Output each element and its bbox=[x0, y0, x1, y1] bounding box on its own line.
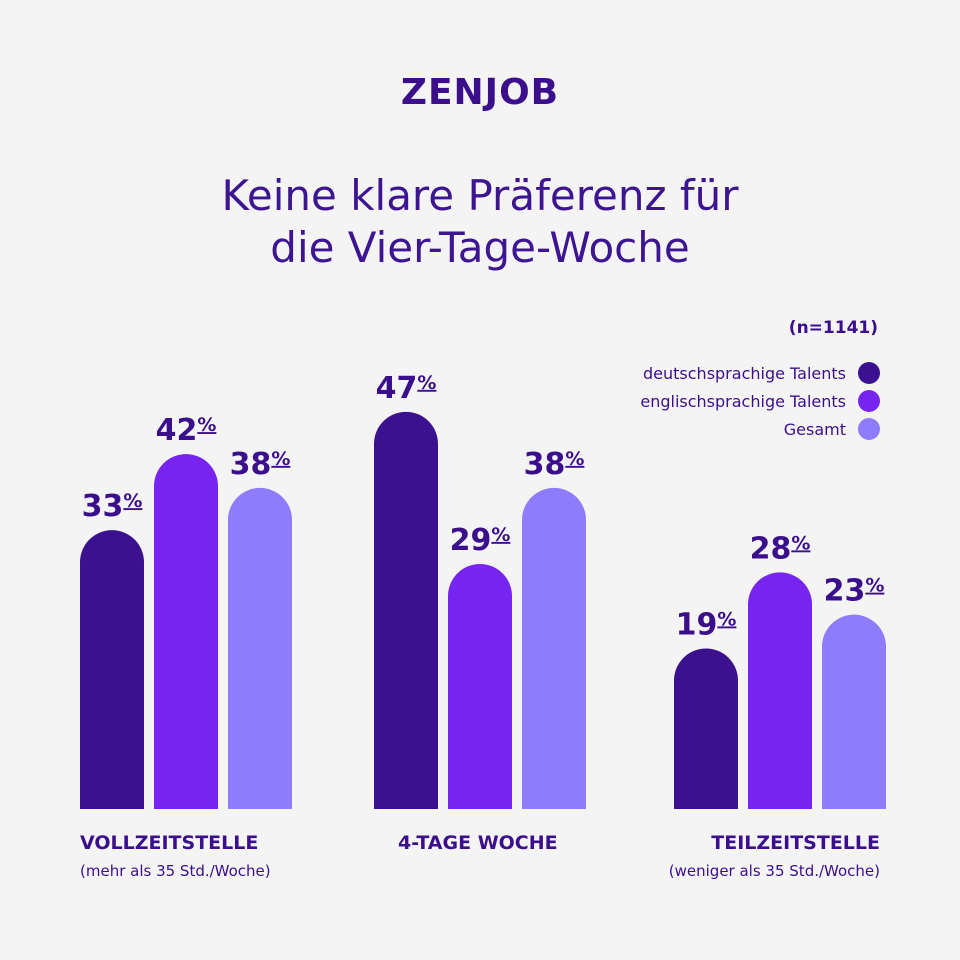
legend-label: englischsprachige Talents bbox=[640, 391, 846, 411]
data-label: 33% bbox=[82, 489, 143, 524]
zenjob-logo: ZENJOB bbox=[400, 72, 560, 113]
data-label: 38% bbox=[230, 447, 291, 482]
data-label: 19% bbox=[676, 607, 737, 642]
bar-vollzeitstelle-series-0 bbox=[80, 530, 144, 809]
chart-title-line-2: die Vier-Tage-Woche bbox=[270, 223, 690, 272]
bar-teilzeitstelle-series-2 bbox=[822, 614, 886, 809]
legend-swatch bbox=[858, 362, 880, 384]
category-label-vollzeit: VOLLZEITSTELLE bbox=[80, 832, 259, 854]
bar-teilzeitstelle-series-1 bbox=[748, 572, 812, 809]
legend-label: Gesamt bbox=[783, 419, 846, 439]
legend-label: deutschsprachige Talents bbox=[643, 363, 846, 383]
bar-vollzeitstelle-series-2 bbox=[228, 487, 292, 809]
bar-4-tage-woche-series-0 bbox=[374, 411, 438, 809]
data-label: 28% bbox=[750, 531, 811, 566]
data-label: 42% bbox=[156, 413, 217, 448]
sample-size-note: (n=1141) bbox=[788, 318, 878, 338]
data-label: 23% bbox=[824, 574, 885, 609]
category-sublabel-teilzeit: (weniger als 35 Std./Woche) bbox=[668, 862, 880, 880]
bar-teilzeitstelle-series-0 bbox=[674, 648, 738, 809]
category-label-4-tage: 4-TAGE WOCHE bbox=[398, 832, 558, 854]
chart-title: Keine klare Präferenz für die Vier-Tage-… bbox=[0, 170, 960, 274]
legend-swatch bbox=[858, 418, 880, 440]
category-sublabel-vollzeit: (mehr als 35 Std./Woche) bbox=[80, 862, 271, 880]
legend: deutschsprachige Talents englischsprachi… bbox=[640, 362, 880, 446]
category-label-teilzeit: TEILZEITSTELLE bbox=[711, 832, 880, 854]
legend-swatch bbox=[858, 390, 880, 412]
legend-item-deutschsprachige: deutschsprachige Talents bbox=[640, 362, 880, 384]
data-label: 29% bbox=[450, 523, 511, 558]
data-label: 47% bbox=[376, 371, 437, 406]
bar-4-tage-woche-series-1 bbox=[448, 563, 512, 809]
bar-4-tage-woche-series-2 bbox=[522, 487, 586, 809]
legend-item-gesamt: Gesamt bbox=[640, 418, 880, 440]
chart-title-line-1: Keine klare Präferenz für bbox=[221, 171, 739, 220]
bar-vollzeitstelle-series-1 bbox=[154, 454, 218, 809]
legend-item-englischsprachige: englischsprachige Talents bbox=[640, 390, 880, 412]
data-label: 38% bbox=[524, 447, 585, 482]
